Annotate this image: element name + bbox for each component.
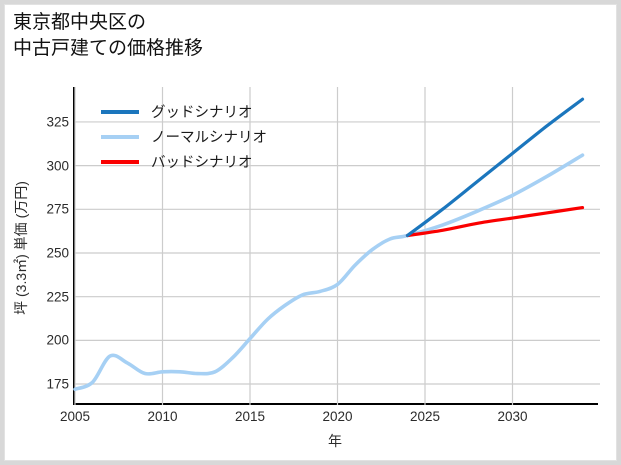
y-axis-label: 坪 (3.3㎡) 単価 (万円) bbox=[13, 181, 29, 315]
legend-label: グッドシナリオ bbox=[151, 105, 253, 121]
legend-color-swatch bbox=[101, 134, 139, 139]
y-tick-label: 200 bbox=[46, 332, 69, 348]
y-tick-label: 225 bbox=[46, 289, 69, 305]
y-tick-label: 175 bbox=[46, 376, 69, 392]
x-tick-label: 2020 bbox=[322, 409, 353, 424]
gridlines bbox=[74, 87, 600, 405]
x-tick-label: 2005 bbox=[59, 409, 91, 424]
x-tick-label: 2030 bbox=[497, 409, 528, 424]
x-axis-label: 年 bbox=[328, 433, 342, 449]
series-line bbox=[405, 97, 585, 238]
legend-label: バッドシナリオ bbox=[151, 155, 253, 171]
series-line bbox=[73, 153, 585, 392]
plot-area: 175 200 225 250 275 300 325 2005 2010 2015 2020 202… bbox=[46, 87, 600, 424]
series-line bbox=[405, 205, 585, 238]
legend-item[interactable]: グッドシナリオ bbox=[101, 99, 267, 124]
legend-item[interactable]: バッドシナリオ bbox=[101, 149, 267, 174]
y-tick-label: 275 bbox=[46, 201, 69, 217]
legend-color-swatch bbox=[101, 109, 139, 114]
legend-item[interactable]: ノーマルシナリオ bbox=[101, 124, 267, 149]
legend-color-swatch bbox=[101, 159, 139, 164]
chart-figure: 東京都中央区の 中古戸建ての価格推移 175 200 225 250 275 300 325… bbox=[4, 4, 617, 461]
x-tick-label: 2010 bbox=[147, 409, 178, 424]
y-tick-label: 325 bbox=[46, 114, 69, 130]
chart-legend: グッドシナリオ ノーマルシナリオ バッドシナリオ bbox=[101, 99, 267, 174]
data-lines bbox=[73, 97, 585, 392]
x-tick-label: 2025 bbox=[409, 409, 441, 424]
legend-label: ノーマルシナリオ bbox=[151, 130, 267, 146]
chart-title: 東京都中央区の 中古戸建ての価格推移 bbox=[13, 12, 204, 59]
x-tick-label: 2015 bbox=[234, 409, 266, 424]
y-tick-label: 250 bbox=[46, 245, 69, 261]
y-tick-label: 300 bbox=[46, 158, 69, 174]
